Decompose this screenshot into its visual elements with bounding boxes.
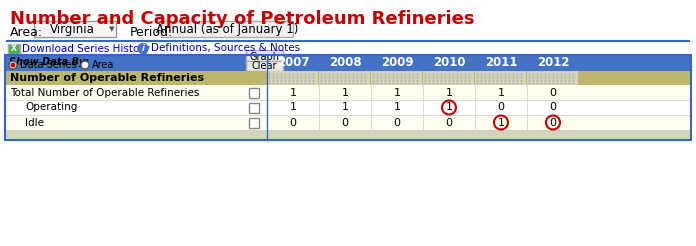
Text: 1: 1: [290, 103, 296, 112]
Text: Data Series: Data Series: [20, 60, 77, 70]
Text: Operating: Operating: [25, 103, 77, 112]
FancyBboxPatch shape: [5, 85, 691, 100]
FancyBboxPatch shape: [248, 118, 258, 127]
Text: Graph: Graph: [249, 51, 280, 62]
Text: 1: 1: [498, 118, 505, 127]
Text: 1: 1: [342, 103, 349, 112]
Text: X: X: [10, 44, 17, 53]
Text: 0: 0: [445, 118, 452, 127]
FancyBboxPatch shape: [5, 100, 691, 115]
Circle shape: [9, 61, 17, 69]
FancyBboxPatch shape: [527, 71, 578, 85]
Text: Clear: Clear: [252, 61, 277, 71]
Circle shape: [138, 44, 148, 53]
Text: 2007: 2007: [277, 57, 309, 70]
Text: 2009: 2009: [381, 57, 413, 70]
Circle shape: [81, 61, 89, 69]
Text: 0: 0: [498, 103, 505, 112]
Text: 2011: 2011: [484, 57, 517, 70]
Text: Idle: Idle: [25, 118, 44, 127]
Text: 2008: 2008: [329, 57, 361, 70]
FancyBboxPatch shape: [5, 42, 691, 55]
FancyBboxPatch shape: [5, 71, 691, 85]
Text: Number of Operable Refineries: Number of Operable Refineries: [10, 73, 204, 83]
Text: 1: 1: [393, 88, 400, 97]
Text: Area: Area: [92, 60, 114, 70]
FancyBboxPatch shape: [267, 71, 318, 85]
FancyBboxPatch shape: [423, 71, 474, 85]
FancyBboxPatch shape: [5, 55, 691, 71]
FancyBboxPatch shape: [248, 103, 258, 112]
Text: Definitions, Sources & Notes: Definitions, Sources & Notes: [151, 44, 300, 53]
Text: 0: 0: [393, 118, 400, 127]
Text: Download Series History: Download Series History: [22, 44, 150, 53]
FancyBboxPatch shape: [5, 115, 691, 130]
Text: ▾: ▾: [109, 24, 115, 34]
Text: 0: 0: [550, 118, 557, 127]
FancyBboxPatch shape: [475, 71, 526, 85]
Text: Show Data By:: Show Data By:: [9, 57, 89, 67]
Text: 1: 1: [498, 88, 505, 97]
Text: 2012: 2012: [537, 57, 569, 70]
Bar: [5, 55, 691, 140]
Text: 0: 0: [550, 103, 557, 112]
FancyBboxPatch shape: [34, 21, 116, 37]
FancyBboxPatch shape: [246, 50, 283, 63]
Text: Period:: Period:: [130, 26, 173, 39]
Text: Annual (as of January 1): Annual (as of January 1): [156, 22, 298, 35]
Text: Total Number of Operable Refineries: Total Number of Operable Refineries: [10, 88, 199, 97]
FancyBboxPatch shape: [161, 21, 293, 37]
Text: 0: 0: [342, 118, 349, 127]
Text: Area:: Area:: [10, 26, 43, 39]
FancyBboxPatch shape: [5, 130, 691, 140]
Text: Virginia: Virginia: [49, 22, 95, 35]
FancyBboxPatch shape: [248, 88, 258, 97]
FancyBboxPatch shape: [8, 44, 19, 53]
Text: 0: 0: [290, 118, 296, 127]
Text: 0: 0: [550, 88, 557, 97]
Circle shape: [10, 62, 15, 67]
FancyBboxPatch shape: [319, 71, 370, 85]
FancyBboxPatch shape: [246, 61, 283, 71]
Text: Number and Capacity of Petroleum Refineries: Number and Capacity of Petroleum Refiner…: [10, 10, 475, 28]
Text: 2010: 2010: [433, 57, 465, 70]
Text: 1: 1: [445, 88, 452, 97]
Text: 1: 1: [393, 103, 400, 112]
Text: 1: 1: [290, 88, 296, 97]
FancyBboxPatch shape: [371, 71, 422, 85]
Text: 1: 1: [445, 103, 452, 112]
Text: i: i: [141, 44, 145, 53]
Text: 1: 1: [342, 88, 349, 97]
